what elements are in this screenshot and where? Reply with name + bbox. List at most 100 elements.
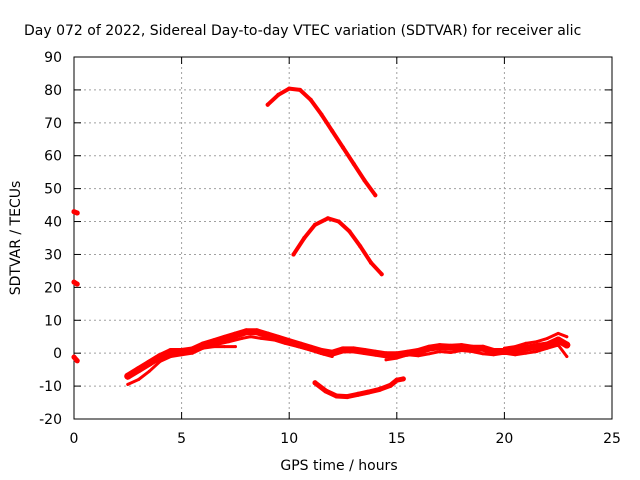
data-point (336, 219, 341, 224)
data-point (438, 350, 442, 353)
data-point (276, 92, 281, 97)
data-point (227, 340, 231, 344)
data-point (137, 378, 141, 381)
data-point (308, 97, 313, 102)
data-point (147, 369, 151, 373)
data-point (533, 343, 541, 351)
data-point (341, 145, 345, 150)
data-point (524, 341, 528, 345)
data-point (312, 380, 318, 386)
data-point (369, 260, 373, 265)
x-axis-label: GPS time / hours (280, 458, 397, 474)
data-point (180, 353, 184, 357)
data-point (231, 331, 239, 339)
data-point (470, 350, 474, 353)
data-point (502, 346, 506, 350)
data-point (384, 358, 388, 362)
data-point (447, 343, 455, 351)
data-point (394, 377, 400, 383)
data-point (167, 348, 175, 355)
data-point (71, 354, 77, 360)
data-point (400, 376, 406, 382)
data-point (395, 356, 399, 360)
data-point (425, 344, 433, 352)
data-point (406, 353, 410, 357)
data-point (223, 345, 227, 349)
data-point (124, 372, 132, 380)
data-point (323, 388, 329, 394)
axis-ticks: 0 5 10 15 20 25 -20 -10 0 10 20 30 40 50 60 70 80 90 (39, 50, 621, 447)
data-point (156, 353, 164, 360)
data-point (481, 352, 485, 356)
data-point (242, 328, 250, 336)
data-point (502, 351, 506, 355)
y-tick-label: 40 (44, 215, 62, 231)
grid-lines (74, 57, 612, 419)
data-point (265, 102, 270, 107)
data-point (74, 210, 80, 216)
data-point (362, 178, 367, 183)
data-point (377, 386, 383, 392)
data-point (197, 346, 201, 350)
data-point (556, 343, 560, 347)
x-tick-label: 0 (70, 431, 79, 447)
data-point (563, 341, 571, 349)
data-point (135, 366, 143, 374)
data-series-trace (265, 86, 378, 198)
data-series-trace (312, 376, 406, 400)
data-point (212, 343, 216, 347)
data-point (414, 348, 422, 355)
data-point (221, 334, 229, 342)
data-point (184, 350, 188, 353)
y-tick-label: 20 (44, 280, 62, 296)
y-tick-label: 0 (53, 346, 62, 362)
y-axis-label: SDTVAR / TECUs (8, 181, 24, 296)
y-tick-label: -20 (39, 412, 62, 428)
data-point (554, 336, 562, 344)
data-point (545, 336, 549, 340)
data-point (556, 331, 560, 335)
data-point (459, 349, 463, 352)
data-point (522, 344, 530, 352)
y-tick-label: 90 (44, 50, 62, 66)
data-point (296, 345, 300, 349)
data-point (302, 236, 307, 240)
data-series-trace (384, 343, 569, 362)
data-point (535, 340, 539, 344)
data-point (309, 348, 313, 352)
y-tick-label: 80 (44, 83, 62, 99)
data-point (427, 352, 431, 356)
data-point (259, 336, 263, 340)
data-point (351, 162, 356, 166)
plot-frame (73, 56, 613, 420)
y-tick-label: 70 (44, 116, 62, 132)
data-point (145, 359, 153, 367)
data-point (545, 346, 549, 350)
data-point (379, 272, 384, 277)
data-point (330, 129, 335, 133)
data-point (535, 350, 539, 353)
x-tick-label: 5 (177, 431, 186, 447)
data-point (272, 338, 276, 342)
data-point (479, 344, 487, 352)
data-point (344, 394, 350, 400)
x-tick-label: 20 (495, 431, 513, 447)
data-point (74, 358, 80, 364)
data-point (366, 389, 372, 395)
data-point (565, 355, 569, 358)
data-series (71, 86, 571, 400)
data-point (253, 328, 261, 336)
data-point (416, 354, 420, 358)
data-point (287, 86, 292, 91)
data-point (74, 281, 80, 287)
data-point (169, 355, 173, 358)
data-point (126, 382, 130, 386)
data-point (361, 348, 368, 355)
data-point (319, 112, 324, 117)
data-point (233, 345, 237, 349)
data-point (436, 343, 444, 351)
data-point (249, 335, 252, 339)
data-point (190, 351, 194, 355)
data-point (565, 335, 569, 339)
